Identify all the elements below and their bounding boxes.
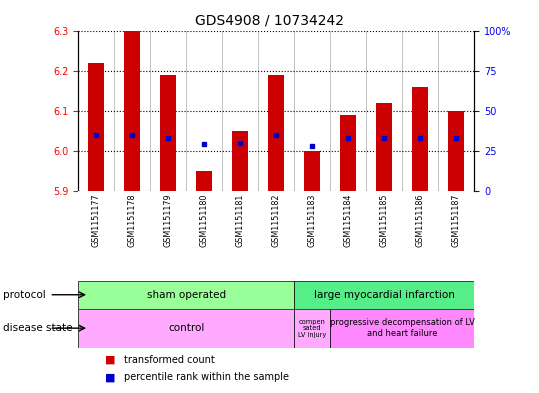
Bar xyxy=(88,63,104,191)
Text: GSM1151182: GSM1151182 xyxy=(272,193,281,247)
Text: GSM1151186: GSM1151186 xyxy=(416,193,425,247)
Text: protocol: protocol xyxy=(3,290,45,300)
Bar xyxy=(448,111,465,191)
Text: GSM1151184: GSM1151184 xyxy=(344,193,353,247)
Text: large myocardial infarction: large myocardial infarction xyxy=(314,290,455,300)
Bar xyxy=(294,309,330,348)
Text: GSM1151180: GSM1151180 xyxy=(200,193,209,247)
Text: GSM1151178: GSM1151178 xyxy=(128,193,137,247)
Bar xyxy=(304,151,320,191)
Bar xyxy=(124,31,140,191)
Bar xyxy=(232,131,248,191)
Bar xyxy=(78,309,294,348)
Text: GSM1151185: GSM1151185 xyxy=(380,193,389,247)
Text: disease state: disease state xyxy=(3,323,72,333)
Text: transformed count: transformed count xyxy=(124,354,215,365)
Text: ■: ■ xyxy=(105,354,115,365)
Bar xyxy=(160,75,176,191)
Text: GSM1151181: GSM1151181 xyxy=(236,193,245,247)
Text: GSM1151183: GSM1151183 xyxy=(308,193,317,247)
Bar xyxy=(376,103,392,191)
Text: GSM1151187: GSM1151187 xyxy=(452,193,461,247)
Bar xyxy=(268,75,285,191)
Bar xyxy=(78,281,294,309)
Text: control: control xyxy=(168,323,204,333)
Text: progressive decompensation of LV
and heart failure: progressive decompensation of LV and hea… xyxy=(330,318,475,338)
Text: GSM1151177: GSM1151177 xyxy=(92,193,101,247)
Bar xyxy=(294,281,474,309)
Text: ■: ■ xyxy=(105,372,115,382)
Bar xyxy=(330,309,474,348)
Text: compen
sated
LV injury: compen sated LV injury xyxy=(298,319,327,338)
Text: GDS4908 / 10734242: GDS4908 / 10734242 xyxy=(195,14,344,28)
Bar xyxy=(196,171,212,191)
Text: GSM1151179: GSM1151179 xyxy=(164,193,172,247)
Text: percentile rank within the sample: percentile rank within the sample xyxy=(124,372,289,382)
Text: sham operated: sham operated xyxy=(147,290,226,300)
Bar xyxy=(412,87,429,191)
Bar xyxy=(340,115,356,191)
